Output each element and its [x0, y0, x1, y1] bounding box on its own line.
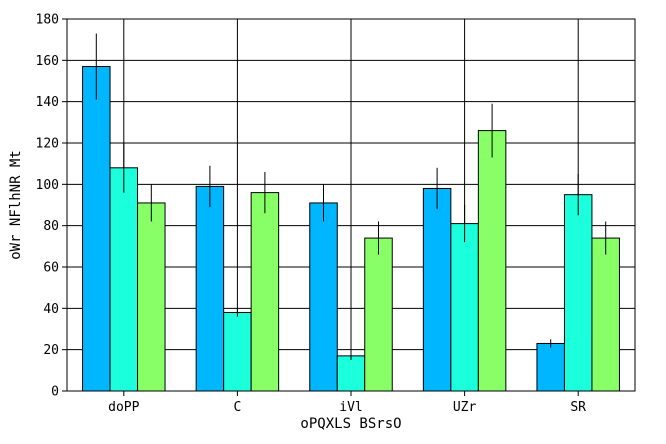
bar-series-3-SR: [591, 237, 620, 392]
bar-series-3-doPP: [137, 202, 166, 392]
y-tick-label: 120: [36, 137, 59, 152]
bars: [82, 66, 620, 392]
bar-series-2-UZr: [450, 223, 479, 392]
y-tick-label: 0: [51, 385, 59, 400]
y-tick-label: 80: [43, 219, 59, 234]
y-tick-label: 160: [36, 54, 59, 69]
bar-series-3-UZr: [477, 130, 507, 392]
bar-series-1-C: [195, 185, 225, 392]
x-tick-label: C: [233, 400, 241, 415]
bar-series-2-doPP: [109, 167, 139, 392]
y-tick-label: 40: [43, 302, 59, 317]
x-tick-label: iVl: [339, 400, 362, 415]
bar-series-1-iVl: [309, 202, 338, 392]
bar-series-1-doPP: [82, 66, 111, 392]
bar-series-2-SR: [563, 194, 593, 392]
y-axis-ticks: 0 20 40 60 80 100 120 140 160 180: [36, 13, 67, 400]
bar-series-3-iVl: [364, 237, 393, 392]
y-tick-label: 60: [43, 261, 59, 276]
x-tick-label: doPP: [108, 400, 139, 415]
bar-series-2-iVl: [336, 355, 366, 392]
bar-series-1-UZr: [422, 187, 452, 392]
bar-series-2-C: [223, 311, 252, 392]
x-tick-label: SR: [570, 400, 586, 415]
y-axis-label: oWr NFlhNR Mt: [8, 150, 24, 260]
x-axis-label: oPQXLS BSrsO: [300, 416, 401, 432]
y-tick-label: 100: [36, 178, 59, 193]
x-tick-label: UZr: [453, 400, 477, 415]
y-tick-label: 20: [43, 343, 59, 358]
y-tick-label: 140: [36, 95, 59, 110]
y-tick-label: 180: [36, 13, 59, 28]
error-bars: [95, 33, 607, 360]
bar-series-3-C: [250, 192, 280, 392]
bar-series-1-SR: [536, 342, 565, 392]
